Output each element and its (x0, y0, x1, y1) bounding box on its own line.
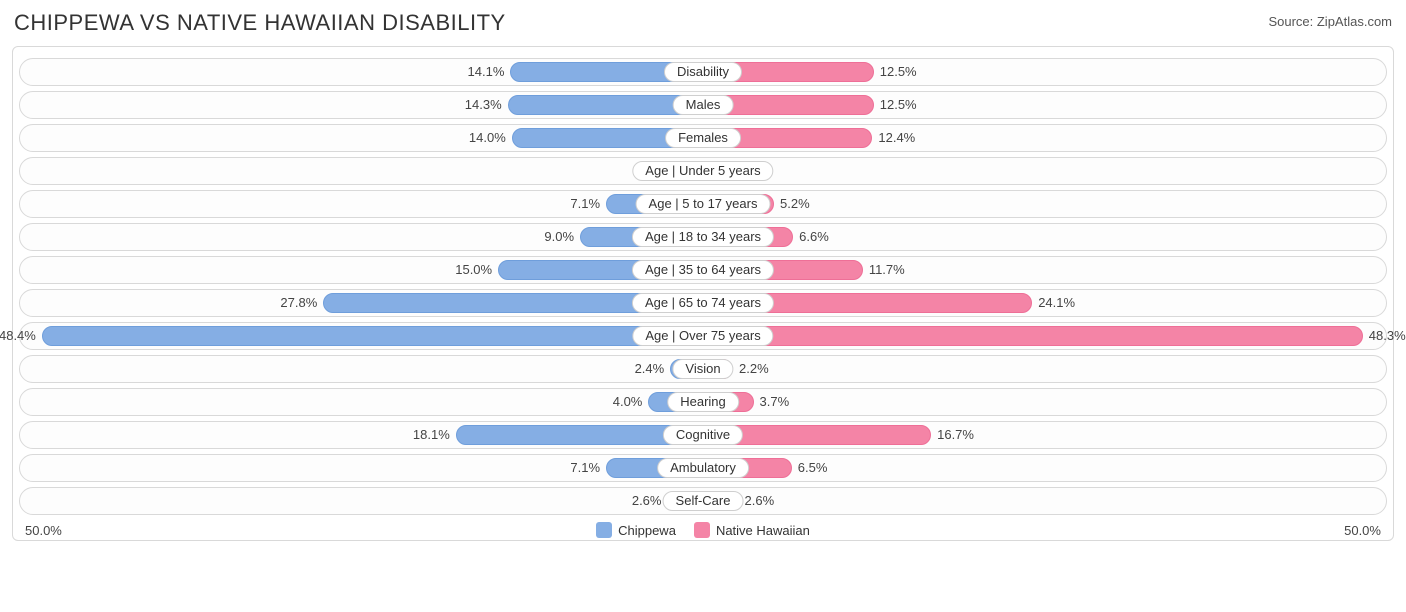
row-label: Self-Care (663, 491, 744, 511)
bar-row: 9.0% 6.6% Age | 18 to 34 years (19, 223, 1387, 251)
pct-right: 6.5% (798, 455, 828, 483)
axis-left-label: 50.0% (25, 523, 62, 538)
pct-left: 18.1% (413, 422, 450, 450)
pct-left: 4.0% (613, 389, 643, 417)
pct-left: 9.0% (544, 224, 574, 252)
row-label: Age | Under 5 years (632, 161, 773, 181)
pct-left: 27.8% (280, 290, 317, 318)
pct-right: 12.5% (880, 59, 917, 87)
pct-right: 2.2% (739, 356, 769, 384)
bar-row: 15.0% 11.7% Age | 35 to 64 years (19, 256, 1387, 284)
chart-title: CHIPPEWA VS NATIVE HAWAIIAN DISABILITY (14, 10, 506, 36)
pct-left: 2.4% (635, 356, 665, 384)
bar-row: 1.9%1.3%Age | Under 5 years (19, 157, 1387, 185)
row-label: Hearing (667, 392, 739, 412)
row-label: Cognitive (663, 425, 743, 445)
pct-right: 6.6% (799, 224, 829, 252)
pct-left: 14.0% (469, 125, 506, 153)
row-label: Age | Over 75 years (632, 326, 773, 346)
chart-header: CHIPPEWA VS NATIVE HAWAIIAN DISABILITY S… (0, 0, 1406, 42)
pct-right: 48.3% (1369, 323, 1406, 351)
row-label: Disability (664, 62, 742, 82)
row-label: Age | 65 to 74 years (632, 293, 774, 313)
pct-right: 12.5% (880, 92, 917, 120)
bar-row: 4.0% 3.7% Hearing (19, 388, 1387, 416)
bar-rows: 14.1% 12.5% Disability 14.3% 12.5% Males 14.0%… (17, 58, 1389, 515)
pct-right: 16.7% (937, 422, 974, 450)
legend: Chippewa Native Hawaiian (596, 522, 810, 538)
bar-right (703, 326, 1363, 346)
bar-row: 14.3% 12.5% Males (19, 91, 1387, 119)
diverging-bar-chart: 14.1% 12.5% Disability 14.3% 12.5% Males 14.0%… (12, 46, 1394, 541)
bar-row: 27.8% 24.1% Age | 65 to 74 years (19, 289, 1387, 317)
chart-source: Source: ZipAtlas.com (1268, 14, 1392, 29)
legend-right: Native Hawaiian (694, 522, 810, 538)
pct-left: 15.0% (455, 257, 492, 285)
bar-row: 2.6% 2.6%Self-Care (19, 487, 1387, 515)
axis-right-label: 50.0% (1344, 523, 1381, 538)
pct-left: 7.1% (570, 191, 600, 219)
legend-left-label: Chippewa (618, 523, 676, 538)
bar-row: 48.4%48.3%Age | Over 75 years (19, 322, 1387, 350)
pct-left: 14.3% (465, 92, 502, 120)
row-label: Vision (672, 359, 733, 379)
pct-right: 11.7% (869, 257, 905, 285)
pct-right: 2.6% (745, 488, 775, 516)
bar-row: 18.1% 16.7% Cognitive (19, 421, 1387, 449)
bar-row: 7.1% 5.2% Age | 5 to 17 years (19, 190, 1387, 218)
bar-left (42, 326, 703, 346)
pct-right: 12.4% (878, 125, 915, 153)
legend-right-label: Native Hawaiian (716, 523, 810, 538)
row-label: Age | 35 to 64 years (632, 260, 774, 280)
bar-row: 2.4% 2.2% Vision (19, 355, 1387, 383)
row-label: Ambulatory (657, 458, 749, 478)
bar-row: 7.1% 6.5% Ambulatory (19, 454, 1387, 482)
pct-right: 24.1% (1038, 290, 1075, 318)
row-label: Females (665, 128, 741, 148)
row-label: Age | 5 to 17 years (636, 194, 771, 214)
row-label: Age | 18 to 34 years (632, 227, 774, 247)
bar-row: 14.1% 12.5% Disability (19, 58, 1387, 86)
legend-left: Chippewa (596, 522, 676, 538)
pct-left: 48.4% (0, 323, 36, 351)
pct-left: 14.1% (468, 59, 505, 87)
bar-row: 14.0% 12.4% Females (19, 124, 1387, 152)
pct-right: 3.7% (760, 389, 790, 417)
row-label: Males (673, 95, 734, 115)
legend-right-swatch (694, 522, 710, 538)
pct-left: 2.6% (632, 488, 662, 516)
pct-right: 5.2% (780, 191, 810, 219)
legend-left-swatch (596, 522, 612, 538)
pct-left: 7.1% (570, 455, 600, 483)
chart-footer: 50.0% Chippewa Native Hawaiian 50.0% (17, 520, 1389, 538)
